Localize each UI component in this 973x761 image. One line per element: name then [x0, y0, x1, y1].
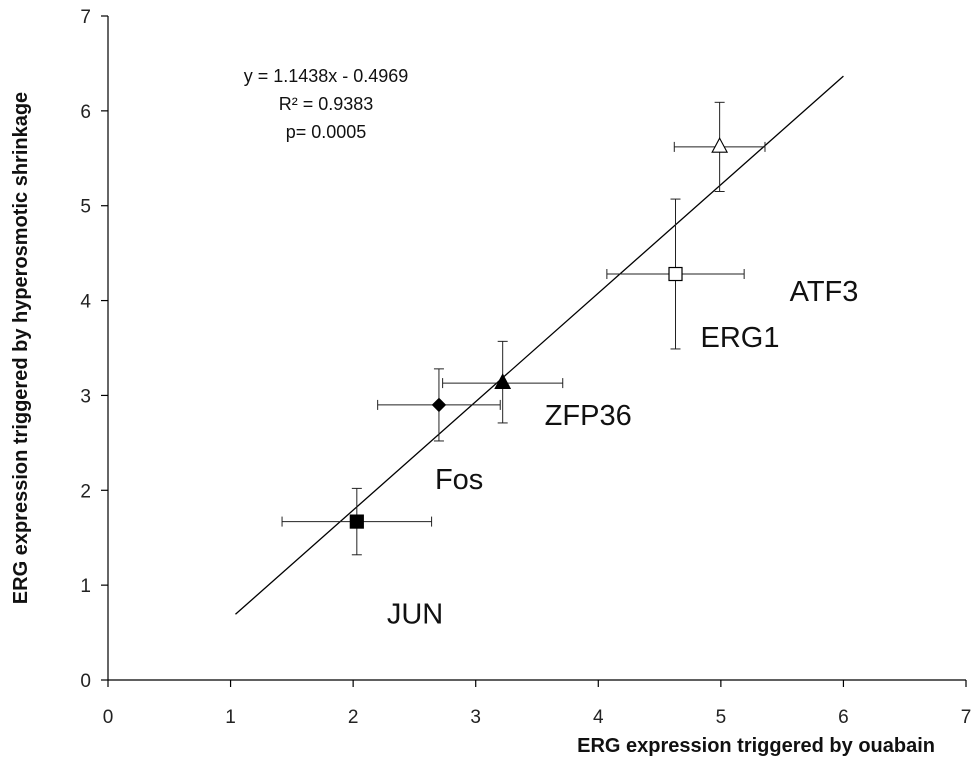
zfp36-label: ZFP36: [545, 400, 632, 432]
y-tick-label: 4: [80, 292, 91, 313]
annotation-line: p= 0.0005: [286, 122, 367, 142]
data-markers: [349, 137, 729, 529]
y-tick-label: 5: [80, 197, 91, 218]
fos-label: Fos: [435, 464, 483, 496]
zfp36-marker: [494, 373, 512, 389]
y-tick-label: 6: [80, 102, 91, 123]
y-axis-title: ERG expression triggered by hyperosmotic…: [10, 92, 32, 604]
annotation-line: R² = 0.9383: [279, 94, 374, 114]
error-bars: [281, 101, 766, 556]
x-axis-title: ERG expression triggered by ouabain: [577, 735, 935, 757]
jun-label: JUN: [387, 599, 443, 631]
x-tick-label: 2: [348, 707, 359, 728]
trendline: [235, 75, 844, 615]
y-tick-label: 3: [80, 386, 91, 407]
jun-marker: [349, 514, 364, 529]
y-tick-label: 1: [80, 576, 91, 597]
y-tick-label: 0: [80, 671, 91, 692]
trendline-group: [235, 75, 844, 615]
x-tick-label: 5: [716, 707, 727, 728]
atf3-marker: [711, 137, 729, 153]
erg1-label: ERG1: [701, 322, 780, 354]
x-tick-label: 0: [103, 707, 114, 728]
x-tick-label: 4: [593, 707, 604, 728]
atf3-label: ATF3: [790, 276, 859, 308]
y-tick-label: 7: [80, 7, 91, 28]
x-tick-label: 1: [225, 707, 236, 728]
equation-annotation: y = 1.1438x - 0.4969 R² = 0.9383 p= 0.0005: [244, 66, 409, 142]
point-labels: JUN Fos ZFP36 ERG1 ATF3: [387, 276, 859, 631]
axes: [107, 16, 966, 681]
x-tick-label: 6: [838, 707, 849, 728]
fos-marker: [431, 397, 447, 413]
erg1-marker: [668, 266, 683, 282]
x-tick-label: 7: [961, 707, 972, 728]
ticks: 0 1 2 3 4 5 6 7 0 1 2 3 4 5 6 7: [80, 7, 971, 728]
y-tick-label: 2: [80, 481, 91, 502]
x-tick-label: 3: [470, 707, 481, 728]
annotation-line: y = 1.1438x - 0.4969: [244, 66, 409, 86]
